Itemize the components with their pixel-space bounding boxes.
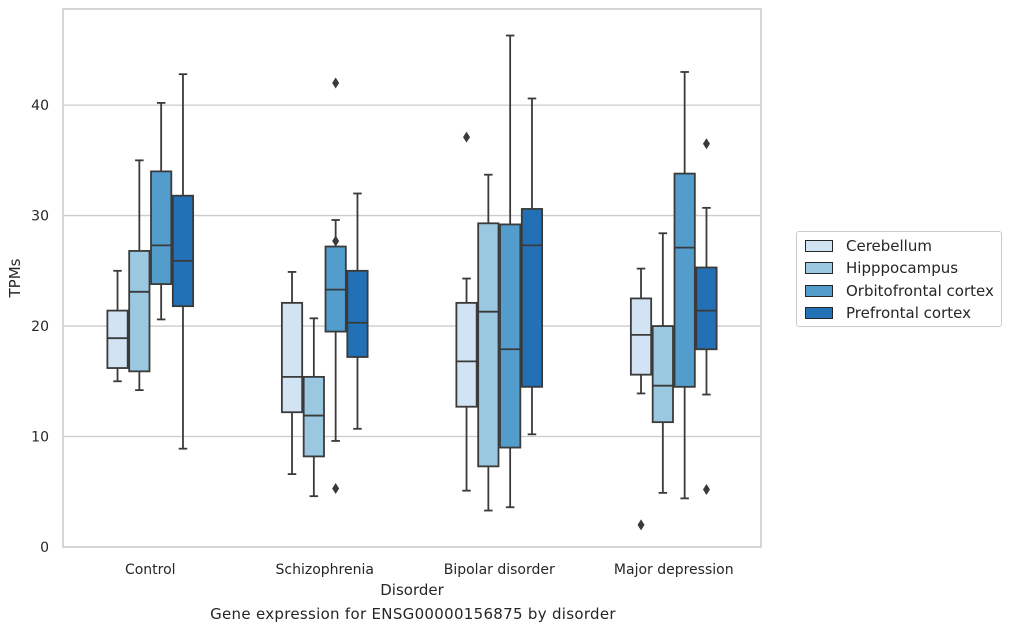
legend-label-orbitofrontal-cortex: Orbitofrontal cortex <box>846 282 994 300</box>
box-cerebellum-schizophrenia <box>280 271 304 475</box>
y-tick-label-10: 10 <box>31 430 49 446</box>
x-tick-label-bipolar-disorder: Bipolar disorder <box>444 562 555 578</box>
legend-swatch-orbitofrontal-cortex <box>805 285 833 297</box>
iqr-box <box>455 301 478 408</box>
box-orbitofrontal-cortex-bipolar-disorder <box>499 34 522 509</box>
legend-label-cerebellum: Cerebellum <box>846 237 932 255</box>
y-tick-label-0: 0 <box>40 540 49 556</box>
iqr-box <box>651 325 674 424</box>
y-tick-label-40: 40 <box>31 98 49 114</box>
x-tick-label-major-depression: Major depression <box>614 562 734 578</box>
legend-item-prefrontal-cortex: Prefrontal cortex <box>805 303 1001 323</box>
x-axis-label: Disorder <box>380 581 444 599</box>
outlier-point <box>332 482 340 494</box>
legend-item-hippocampus: Hipppocampus <box>805 258 1001 278</box>
outlier-point <box>702 138 710 150</box>
legend-swatch-hippocampus <box>805 262 833 274</box>
iqr-box <box>150 170 173 285</box>
plot-area <box>106 34 718 531</box>
y-axis-ticks: 0 10 20 30 40 <box>31 98 49 556</box>
iqr-box <box>302 375 325 458</box>
outlier-point <box>637 519 645 531</box>
legend-item-orbitofrontal-cortex: Orbitofrontal cortex <box>805 281 1001 301</box>
iqr-box <box>695 266 718 351</box>
legend-label-hippocampus: Hipppocampus <box>846 259 959 277</box>
box-hipppocampus-major-depression <box>651 232 674 494</box>
iqr-box <box>346 269 369 358</box>
legend-swatch-prefrontal-cortex <box>805 307 833 319</box>
y-tick-label-30: 30 <box>31 209 49 225</box>
iqr-box <box>171 194 195 308</box>
chart-caption: Gene expression for ENSG00000156875 by d… <box>210 605 616 623</box>
legend-label-prefrontal-cortex: Prefrontal cortex <box>846 304 971 322</box>
plot-frame <box>62 8 762 548</box>
x-tick-label-schizophrenia: Schizophrenia <box>276 562 374 578</box>
iqr-box <box>128 250 151 373</box>
x-axis-ticks: Control Schizophrenia Bipolar disorder Majo… <box>125 562 734 578</box>
outlier-point <box>332 77 340 89</box>
box-hipppocampus-control <box>128 159 151 392</box>
iqr-box <box>629 297 653 376</box>
iqr-box <box>280 301 304 414</box>
legend-item-cerebellum: Cerebellum <box>805 236 1001 256</box>
legend: Cerebellum Hipppocampus Orbitofrontal co… <box>796 231 1002 327</box>
legend-swatch-cerebellum <box>805 240 833 252</box>
box-cerebellum-major-depression <box>629 267 653 531</box>
iqr-box <box>520 208 544 388</box>
iqr-box <box>477 222 500 468</box>
box-orbitofrontal-cortex-control <box>150 102 173 321</box>
y-tick-label-20: 20 <box>31 319 49 335</box>
box-prefrontal-cortex-major-depression <box>695 138 718 496</box>
outlier-point <box>463 131 471 143</box>
box-cerebellum-control <box>106 269 129 383</box>
box-prefrontal-cortex-bipolar-disorder <box>520 97 544 436</box>
box-hipppocampus-schizophrenia <box>302 317 325 498</box>
x-tick-label-control: Control <box>125 562 176 578</box>
iqr-box <box>673 172 696 388</box>
outlier-point <box>702 484 710 496</box>
box-orbitofrontal-cortex-schizophrenia <box>324 77 347 494</box>
box-cerebellum-bipolar-disorder <box>455 131 478 492</box>
box-prefrontal-cortex-schizophrenia <box>346 192 369 430</box>
iqr-box <box>106 309 129 369</box>
box-orbitofrontal-cortex-major-depression <box>673 71 696 500</box>
outlier-point <box>332 235 340 247</box>
box-hipppocampus-bipolar-disorder <box>477 173 500 512</box>
y-axis-label: TPMs <box>6 258 24 298</box>
iqr-box <box>499 223 522 449</box>
box-prefrontal-cortex-control <box>171 73 195 450</box>
